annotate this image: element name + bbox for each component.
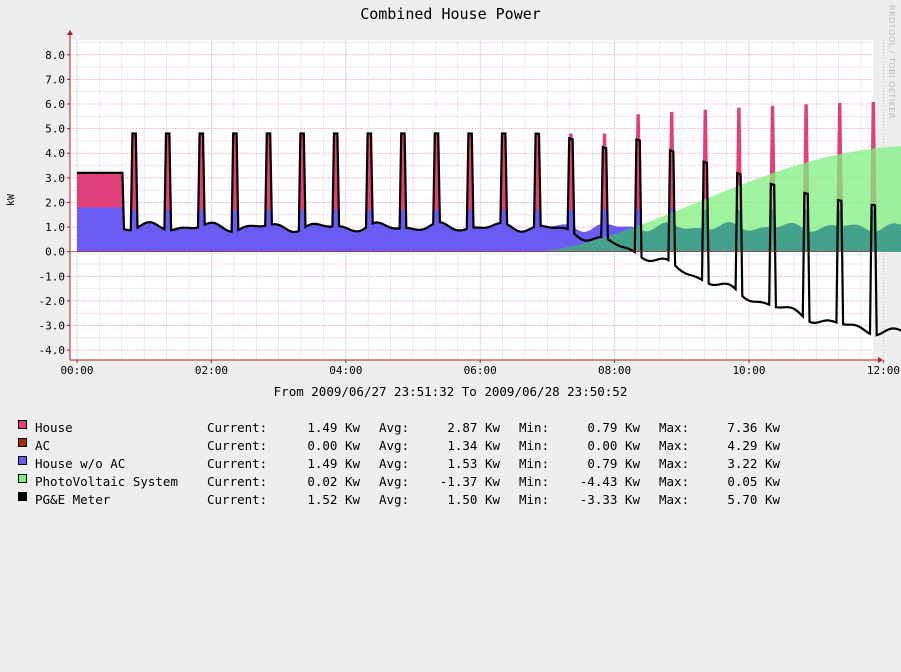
max-value: 5.70 Kw <box>727 492 780 507</box>
legend-name: House <box>35 420 73 435</box>
chart-title: Combined House Power <box>360 5 541 23</box>
pv-overlap-area <box>77 209 901 252</box>
avg-value: 1.34 Kw <box>447 438 500 453</box>
current-value: 1.49 Kw <box>307 456 360 471</box>
avg-value: 1.50 Kw <box>447 492 500 507</box>
current-label: Current: <box>207 492 268 507</box>
time-range-label: From 2009/06/27 23:51:32 To 2009/06/28 2… <box>273 384 628 399</box>
legend-name: AC <box>35 438 51 453</box>
max-label: Max: <box>659 474 690 489</box>
max-value: 3.22 Kw <box>727 456 780 471</box>
legend-row-house: House Current: 1.49 Kw Avg: 2.87 Kw Min:… <box>18 420 780 438</box>
current-label: Current: <box>207 474 268 489</box>
y-tick-label: -1.0 <box>39 270 66 283</box>
y-axis-arrow <box>67 30 73 35</box>
house-swatch <box>18 420 27 429</box>
max-value: 0.05 Kw <box>727 474 780 489</box>
x-axis-arrow <box>878 357 883 363</box>
legend-row-house-wo-ac: House w/o AC Current: 1.49 Kw Avg: 1.53 … <box>18 456 780 474</box>
x-tick-label: 10:00 <box>732 364 765 377</box>
y-tick-label: 5.0 <box>45 123 65 136</box>
avg-label: Avg: <box>379 456 410 471</box>
y-tick-label: 4.0 <box>45 147 65 160</box>
ac-swatch <box>18 438 27 447</box>
avg-value: 1.53 Kw <box>447 456 500 471</box>
current-value: 0.00 Kw <box>307 438 360 453</box>
x-tick-label: 06:00 <box>464 364 497 377</box>
y-tick-label: 3.0 <box>45 172 65 185</box>
current-label: Current: <box>207 456 268 471</box>
y-tick-label: 6.0 <box>45 98 65 111</box>
y-tick-label: 7.0 <box>45 73 65 86</box>
min-label: Min: <box>519 456 550 471</box>
current-label: Current: <box>207 420 268 435</box>
avg-value: -1.37 Kw <box>439 474 500 489</box>
y-tick-label: -3.0 <box>39 320 66 333</box>
legend-row-meter: PG&E Meter Current: 1.52 Kw Avg: 1.50 Kw… <box>18 492 780 510</box>
x-tick-label: 00:00 <box>60 364 93 377</box>
x-tick-label: 12:00 <box>867 364 900 377</box>
x-tick-label: 04:00 <box>329 364 362 377</box>
min-value: -3.33 Kw <box>579 492 640 507</box>
min-label: Min: <box>519 420 550 435</box>
y-tick-label: 1.0 <box>45 221 65 234</box>
meter-swatch <box>18 492 27 501</box>
y-axis-label: kW <box>6 193 17 206</box>
min-value: 0.00 Kw <box>587 438 640 453</box>
pge-meter-line <box>77 132 901 337</box>
max-label: Max: <box>659 438 690 453</box>
legend-name: House w/o AC <box>35 456 126 471</box>
y-tick-label: 2.0 <box>45 196 65 209</box>
min-label: Min: <box>519 474 550 489</box>
legend: House Current: 1.49 Kw Avg: 2.87 Kw Min:… <box>18 420 780 510</box>
pv-swatch <box>18 474 27 483</box>
legend-row-pv: PhotoVoltaic System Current: 0.02 Kw Avg… <box>18 474 780 492</box>
avg-label: Avg: <box>379 492 410 507</box>
y-tick-label: 8.0 <box>45 49 65 62</box>
max-value: 4.29 Kw <box>727 438 780 453</box>
pv-area <box>77 146 901 252</box>
current-label: Current: <box>207 438 268 453</box>
min-label: Min: <box>519 438 550 453</box>
x-tick-label: 08:00 <box>598 364 631 377</box>
avg-label: Avg: <box>379 420 410 435</box>
max-label: Max: <box>659 492 690 507</box>
power-chart: -4.0 -3.0 -2.0 -1.0 0.0 1.0 2.0 3.0 4.0 5.0 6.0 7.0… <box>6 30 901 377</box>
min-value: 0.79 Kw <box>587 420 640 435</box>
current-value: 0.02 Kw <box>307 474 360 489</box>
avg-label: Avg: <box>379 438 410 453</box>
x-tick-label: 02:00 <box>195 364 228 377</box>
y-tick-label: -2.0 <box>39 295 66 308</box>
min-label: Min: <box>519 492 550 507</box>
avg-value: 2.87 Kw <box>447 420 500 435</box>
legend-row-ac: AC Current: 0.00 Kw Avg: 1.34 Kw Min: 0.… <box>18 438 780 456</box>
current-value: 1.52 Kw <box>307 492 360 507</box>
y-tick-label: 0.0 <box>45 246 65 259</box>
min-value: -4.43 Kw <box>579 474 640 489</box>
avg-label: Avg: <box>379 474 410 489</box>
min-value: 0.79 Kw <box>587 456 640 471</box>
max-label: Max: <box>659 420 690 435</box>
rrdtool-watermark: RRDTOOL / TOBI OETIKER <box>887 5 896 120</box>
current-value: 1.49 Kw <box>307 420 360 435</box>
house-wo-ac-swatch <box>18 456 27 465</box>
legend-name: PG&E Meter <box>35 492 111 507</box>
max-value: 7.36 Kw <box>727 420 780 435</box>
max-label: Max: <box>659 456 690 471</box>
legend-name: PhotoVoltaic System <box>35 474 178 489</box>
y-tick-label: -4.0 <box>39 344 66 357</box>
